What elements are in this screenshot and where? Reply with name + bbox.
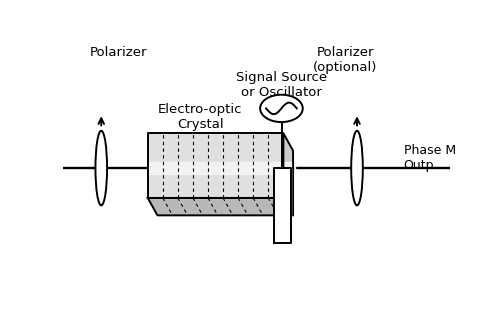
- Text: Signal Source
or Oscillator: Signal Source or Oscillator: [236, 71, 327, 99]
- Polygon shape: [148, 162, 295, 174]
- Text: Electro-optic
Crystal: Electro-optic Crystal: [158, 103, 242, 131]
- Circle shape: [260, 95, 303, 122]
- Text: Phase M
Outp: Phase M Outp: [404, 144, 456, 172]
- Ellipse shape: [96, 131, 107, 205]
- Polygon shape: [284, 133, 293, 215]
- Text: Polarizer
(optional): Polarizer (optional): [313, 46, 378, 74]
- Polygon shape: [274, 168, 291, 243]
- Ellipse shape: [351, 131, 363, 205]
- Text: Polarizer: Polarizer: [90, 46, 147, 59]
- Polygon shape: [148, 133, 284, 198]
- Polygon shape: [148, 198, 293, 215]
